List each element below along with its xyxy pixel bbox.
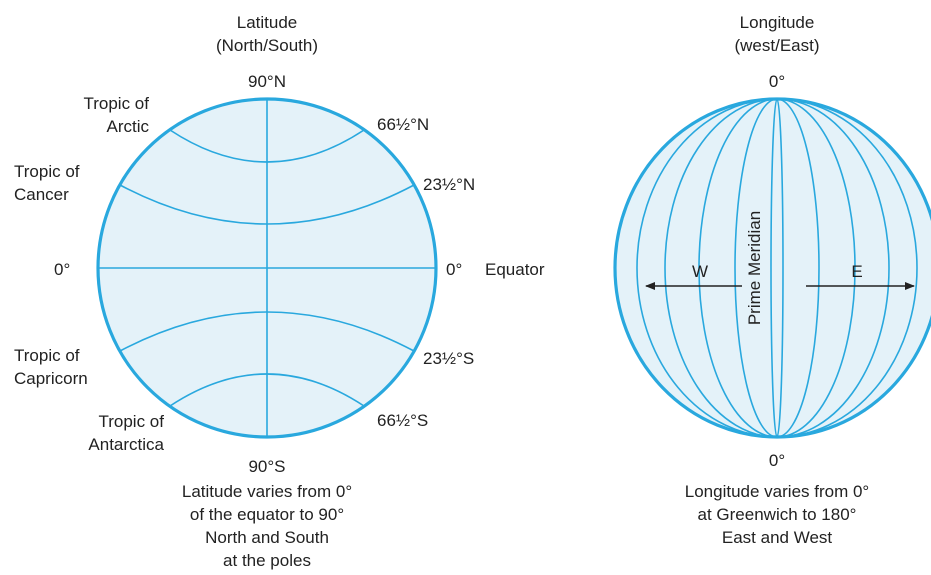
longitude-caption-line1: Longitude varies from 0° xyxy=(685,482,869,501)
tropic-arctic-label-line2: Arctic xyxy=(107,117,150,136)
tropic-antarctica-label-line1: Tropic of xyxy=(98,412,164,431)
antarctic-degree-label: 66½°S xyxy=(377,411,428,430)
tropic-capricorn-label-line1: Tropic of xyxy=(14,346,80,365)
west-label: W xyxy=(692,262,708,281)
north-pole-label: 90°N xyxy=(248,72,286,91)
arctic-degree-label: 66½°N xyxy=(377,115,429,134)
latitude-title-line1: Latitude xyxy=(237,13,298,32)
longitude-caption-line2: at Greenwich to 180° xyxy=(698,505,857,524)
equator-label: Equator xyxy=(485,260,545,279)
longitude-globe-fill xyxy=(615,99,931,437)
longitude-top-label: 0° xyxy=(769,72,785,91)
longitude-diagram: Longitude (west/East) 0° Prime Meridian … xyxy=(613,13,931,547)
tropic-cancer-label-line1: Tropic of xyxy=(14,162,80,181)
longitude-title-line2: (west/East) xyxy=(734,36,819,55)
south-pole-label: 90°S xyxy=(248,457,285,476)
cancer-degree-label: 23½°N xyxy=(423,175,475,194)
tropic-antarctica-label-line2: Antarctica xyxy=(88,435,164,454)
latitude-caption-line1: Latitude varies from 0° xyxy=(182,482,352,501)
latitude-caption-line4: at the poles xyxy=(223,551,311,570)
latitude-caption-line3: North and South xyxy=(205,528,329,547)
tropic-cancer-label-line2: Cancer xyxy=(14,185,69,204)
equator-right-degree-label: 0° xyxy=(446,260,462,279)
latitude-diagram: Latitude (North/South) 90°N 66½°N 23½°N … xyxy=(14,13,545,570)
antarctic-circle-line xyxy=(169,373,365,407)
longitude-globe-outline xyxy=(613,97,931,439)
equator-left-degree-label: 0° xyxy=(54,260,70,279)
east-label: E xyxy=(851,262,862,281)
prime-meridian-label: Prime Meridian xyxy=(745,211,764,325)
tropic-of-capricorn-line xyxy=(119,311,415,352)
longitude-title-line1: Longitude xyxy=(740,13,815,32)
longitude-caption-line3: East and West xyxy=(722,528,833,547)
tropic-capricorn-label-line2: Capricorn xyxy=(14,369,88,388)
arctic-circle-line xyxy=(169,129,365,163)
longitude-bottom-label: 0° xyxy=(769,451,785,470)
capricorn-degree-label: 23½°S xyxy=(423,349,474,368)
tropic-of-cancer-line xyxy=(119,184,415,225)
latitude-title-line2: (North/South) xyxy=(216,36,318,55)
latitude-globe-outline xyxy=(96,97,438,439)
latitude-caption-line2: of the equator to 90° xyxy=(190,505,344,524)
tropic-arctic-label-line1: Tropic of xyxy=(83,94,149,113)
